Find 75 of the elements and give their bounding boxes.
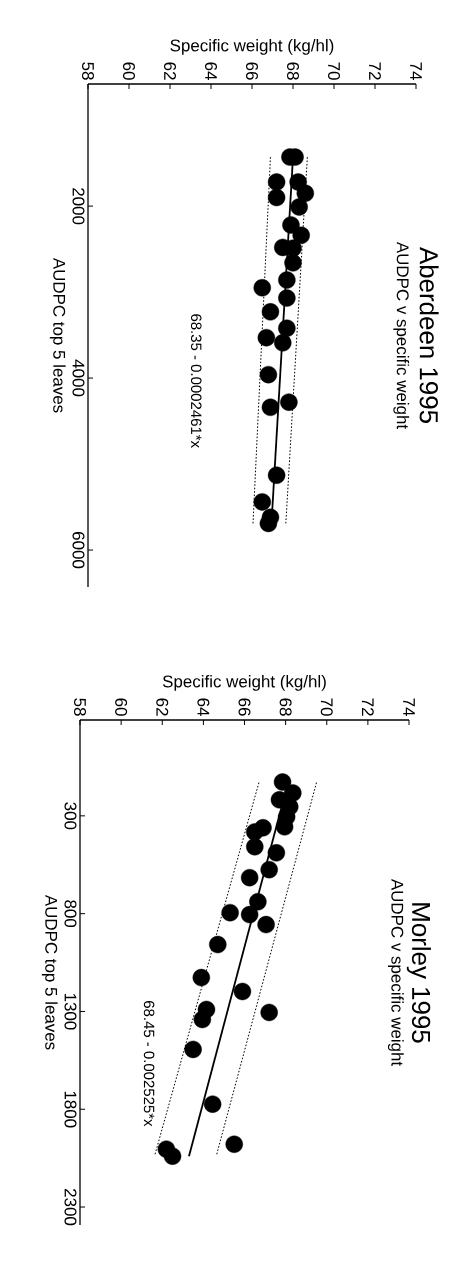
x-tick-label: 70 bbox=[328, 62, 340, 80]
point bbox=[275, 818, 294, 836]
point bbox=[296, 184, 314, 202]
point bbox=[280, 393, 298, 411]
point bbox=[221, 903, 239, 922]
point bbox=[261, 303, 280, 321]
x-tick-label: 68 bbox=[287, 62, 299, 80]
x-tick-label: 64 bbox=[205, 62, 217, 80]
x-tick-label: 60 bbox=[123, 62, 135, 80]
annotation: 68.35 - 0.0002461*x bbox=[190, 314, 202, 448]
y-axis-title: AUDPC top 5 leaves bbox=[41, 894, 58, 1050]
x-tick-label: 64 bbox=[197, 698, 210, 716]
point bbox=[257, 915, 275, 934]
point bbox=[240, 905, 259, 924]
x-tick-label: 62 bbox=[156, 698, 169, 716]
point bbox=[209, 935, 227, 954]
point bbox=[284, 254, 302, 272]
y-tick-label: 800 bbox=[64, 900, 77, 928]
x-axis-title: Specific weight (kg/hl) bbox=[170, 39, 334, 55]
point bbox=[184, 1040, 202, 1059]
point bbox=[267, 844, 286, 862]
y-tick-label: 2000 bbox=[72, 188, 85, 225]
point bbox=[278, 271, 296, 289]
point bbox=[278, 319, 296, 337]
x-tick-label: 74 bbox=[410, 62, 422, 80]
x-tick-label: 66 bbox=[246, 62, 258, 80]
text: AUDPC v specific weight bbox=[387, 878, 404, 1066]
point bbox=[257, 328, 276, 347]
x-tick-label: 58 bbox=[74, 698, 86, 716]
point bbox=[274, 334, 292, 352]
point bbox=[203, 1095, 222, 1113]
point bbox=[267, 188, 286, 207]
x-tick-label: 72 bbox=[369, 62, 381, 80]
point bbox=[278, 289, 296, 307]
point bbox=[267, 173, 286, 191]
text: Aberdeen 1995 bbox=[419, 246, 439, 423]
x-tick-label: 62 bbox=[164, 62, 176, 80]
point bbox=[267, 466, 286, 484]
point bbox=[246, 823, 264, 841]
y-tick-label: 1800 bbox=[64, 1091, 77, 1128]
point bbox=[260, 1003, 278, 1022]
x-tick-label: 66 bbox=[238, 698, 251, 716]
text: Morley 1995 bbox=[406, 903, 431, 1043]
x-tick-label: 68 bbox=[279, 698, 292, 716]
point bbox=[192, 968, 211, 987]
x-tick-label: 58 bbox=[82, 62, 94, 80]
text: AUDPC v specific weight bbox=[393, 241, 410, 429]
x-tick-label: 72 bbox=[361, 698, 374, 716]
x-tick-label: 74 bbox=[403, 698, 415, 716]
point bbox=[282, 216, 300, 234]
point bbox=[193, 1010, 212, 1029]
point bbox=[259, 365, 278, 384]
point bbox=[253, 279, 271, 297]
point bbox=[273, 773, 292, 791]
y-tick-label: 4000 bbox=[72, 359, 85, 397]
x-tick-label: 70 bbox=[320, 698, 333, 716]
annotation: 68.45 - 0.002525*x bbox=[143, 1001, 155, 1127]
point bbox=[163, 1147, 182, 1165]
x-tick-label: 60 bbox=[115, 698, 128, 716]
point bbox=[261, 398, 280, 417]
point bbox=[246, 838, 264, 856]
y-tick-label: 300 bbox=[64, 802, 77, 830]
point bbox=[290, 198, 308, 216]
y-tick-label: 6000 bbox=[72, 532, 85, 569]
y-tick-label: 1300 bbox=[64, 993, 77, 1030]
point bbox=[240, 868, 259, 887]
point bbox=[253, 493, 271, 511]
y-tick-label: 2300 bbox=[64, 1189, 77, 1226]
point bbox=[292, 226, 310, 245]
point bbox=[249, 893, 267, 911]
point bbox=[260, 860, 278, 879]
y-axis-title: AUDPC top 5 leaves bbox=[49, 257, 66, 413]
point bbox=[225, 1135, 243, 1153]
point bbox=[233, 982, 252, 1001]
x-axis-title: Specific weight (kg/hl) bbox=[162, 675, 326, 691]
